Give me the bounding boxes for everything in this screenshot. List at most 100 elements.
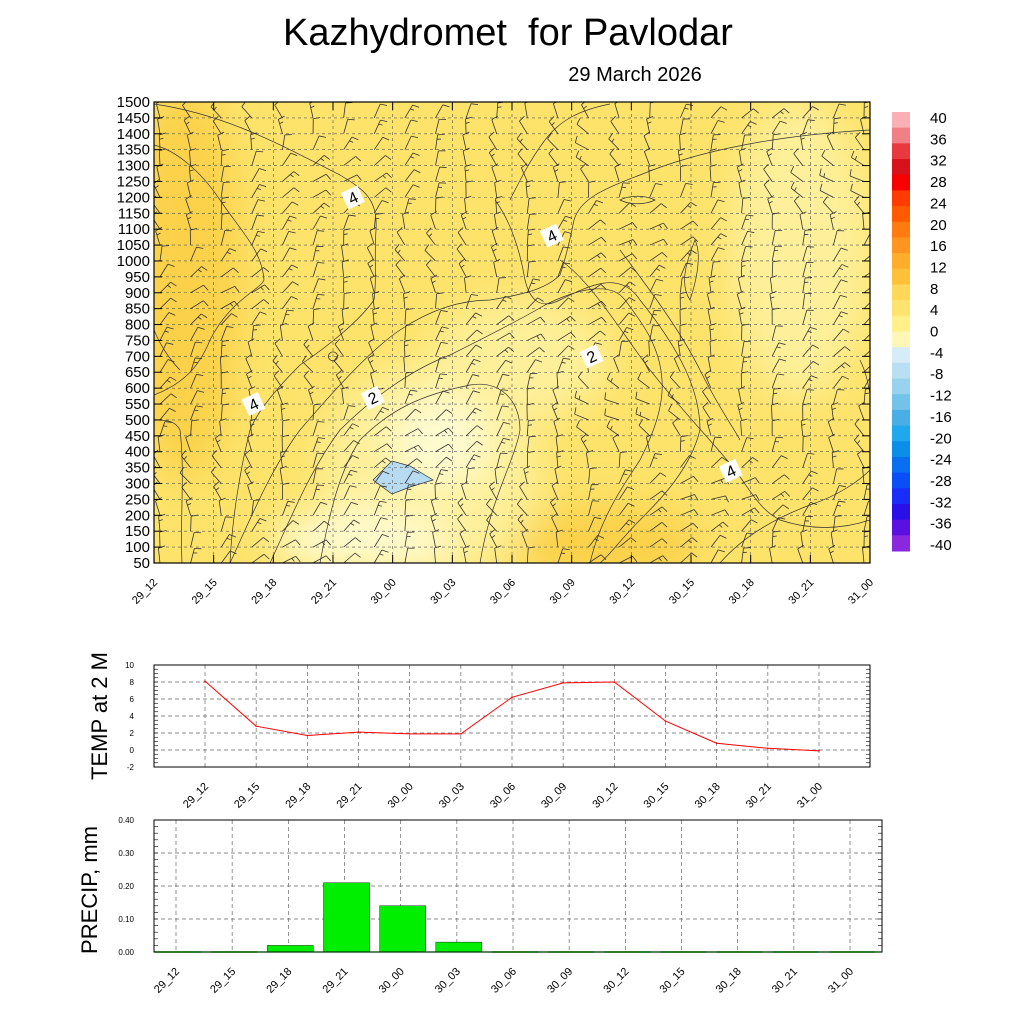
wind-barb-staff: [312, 202, 325, 214]
contour-ytick-label: 550: [125, 396, 150, 413]
wind-barb-flag: [763, 179, 770, 185]
wind-barb-flag: [580, 163, 586, 170]
wind-barb-flag: [601, 317, 607, 323]
wind-barb-flag: [432, 518, 436, 522]
wind-barb-staff: [519, 486, 528, 500]
wind-barb: [312, 293, 325, 309]
wind-barb: [251, 324, 261, 341]
wind-barb-flag: [181, 450, 187, 457]
wind-barb-flag: [692, 220, 699, 227]
wind-barb-staff: [179, 472, 191, 484]
wind-barb-flag: [279, 465, 287, 470]
wind-barb: [251, 150, 264, 166]
wind-barb-staff: [489, 533, 498, 548]
wind-barb-flag: [170, 281, 177, 287]
wind-barb: [250, 132, 258, 150]
contour-line-9: [684, 239, 699, 301]
wind-barb-staff: [460, 214, 467, 230]
wind-barb-staff: [403, 293, 406, 309]
fill-warm-bottom: [520, 505, 700, 563]
wind-barb-flag: [185, 433, 192, 438]
wind-barb-flag: [685, 182, 693, 185]
wind-barb-flag: [473, 390, 480, 394]
wind-barb: [738, 147, 746, 166]
wind-barb-flag: [166, 326, 174, 330]
wind-barb-flag: [460, 264, 465, 268]
wind-barb: [404, 408, 422, 421]
wind-barb-staff: [771, 134, 774, 150]
wind-barb: [496, 359, 513, 373]
precip-xtick-label: 31_00: [826, 966, 856, 996]
wind-barb-flag: [289, 247, 297, 251]
wind-barb-flag: [600, 219, 606, 225]
wind-barb: [496, 452, 508, 468]
wind-barb-staff: [220, 516, 226, 532]
wind-barb-flag: [556, 370, 564, 374]
wind-barb-flag: [348, 473, 353, 476]
wind-barb-flag: [159, 137, 164, 140]
wind-barb: [649, 222, 668, 230]
wind-barb-staff: [251, 284, 265, 294]
wind-barb-flag: [772, 307, 780, 310]
wind-barb: [244, 449, 253, 468]
colorbar-label: -20: [930, 430, 952, 447]
wind-barb-flag: [403, 291, 411, 295]
wind-barb: [771, 517, 786, 532]
wind-barb-flag: [385, 457, 392, 463]
wind-barb-flag: [443, 95, 446, 97]
wind-barb-staff: [496, 102, 498, 103]
wind-barb: [588, 180, 596, 198]
wind-barb-flag: [875, 362, 881, 366]
wind-barb: [312, 308, 321, 325]
wind-barb-staff: [426, 232, 436, 246]
wind-barb-staff: [251, 500, 254, 516]
wind-barb: [220, 230, 232, 246]
wind-barb-flag: [632, 222, 638, 229]
wind-barb-flag: [293, 187, 300, 193]
colorbar-label: 40: [930, 110, 947, 127]
wind-barb-staff: [858, 405, 865, 421]
wind-barb: [576, 117, 589, 135]
wind-barb-flag: [719, 534, 727, 539]
wind-barb-staff: [334, 343, 344, 357]
wind-barb-staff: [677, 150, 681, 166]
wind-barb-staff: [520, 167, 528, 182]
wind-barb-staff: [771, 230, 776, 246]
wind-barb-flag: [494, 466, 502, 469]
wind-barb: [828, 433, 835, 452]
wind-barb-flag: [844, 346, 851, 352]
wind-barb-flag: [529, 197, 537, 199]
wind-barb-flag: [280, 450, 288, 454]
temp-point: [204, 680, 206, 682]
wind-barb: [158, 132, 167, 150]
wind-barb-staff: [710, 509, 726, 516]
wind-barb: [618, 502, 635, 516]
wind-barb-staff: [618, 222, 633, 230]
wind-barb: [802, 292, 812, 309]
wind-barb-flag: [770, 296, 775, 299]
wind-barb: [220, 550, 237, 563]
wind-barb-flag: [810, 375, 818, 379]
wind-barb-staff: [343, 405, 349, 421]
wind-barb-staff: [343, 537, 356, 548]
wind-barb-staff: [580, 168, 589, 182]
wind-barb-staff: [211, 455, 222, 468]
wind-barb: [649, 522, 668, 532]
temp-xtick-label: 30_00: [386, 781, 416, 811]
wind-barb: [496, 389, 509, 405]
wind-barb: [404, 169, 421, 182]
wind-barb-flag: [439, 473, 444, 475]
wind-barb-staff: [465, 329, 478, 341]
wind-barb: [557, 357, 571, 373]
wind-barb: [373, 155, 392, 166]
wind-barb: [312, 262, 325, 277]
wind-barb: [679, 435, 688, 452]
fill-mild-right: [730, 102, 870, 400]
wind-barb-staff: [214, 437, 222, 452]
wind-barb-flag: [653, 457, 658, 459]
wind-barb-flag: [801, 423, 806, 426]
wind-barb-staff: [341, 309, 345, 325]
wind-barb: [251, 299, 270, 309]
wind-barb-flag: [247, 433, 254, 438]
wind-barb: [709, 148, 717, 166]
